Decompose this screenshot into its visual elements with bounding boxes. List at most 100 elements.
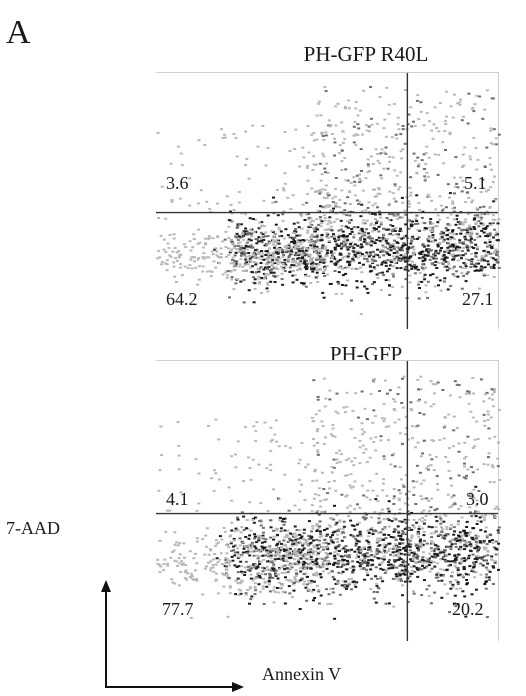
event-point [385, 228, 389, 231]
event-point [488, 232, 492, 235]
event-point [491, 181, 495, 184]
event-point [256, 250, 260, 253]
event-point [370, 261, 374, 263]
event-point [359, 568, 363, 571]
event-point [316, 428, 320, 431]
event-point [470, 252, 474, 255]
event-point [427, 525, 431, 528]
event-point [338, 593, 342, 596]
event-point [270, 568, 274, 571]
event-point [290, 264, 294, 267]
event-point [376, 549, 380, 552]
event-point [352, 259, 356, 262]
event-point [380, 249, 384, 251]
event-point [221, 137, 225, 140]
event-point [252, 517, 255, 520]
event-point [403, 268, 407, 271]
event-point [224, 271, 228, 274]
event-point [451, 258, 455, 261]
event-point [370, 230, 374, 233]
event-point [272, 567, 276, 570]
event-point [372, 409, 376, 412]
event-point [274, 553, 278, 556]
event-point [182, 542, 186, 545]
event-point [360, 253, 364, 256]
event-point [323, 538, 327, 541]
event-point [465, 582, 469, 585]
event-point [422, 509, 426, 512]
event-point [315, 430, 319, 433]
event-point [442, 568, 446, 571]
event-point [344, 225, 348, 228]
event-point [294, 538, 298, 541]
event-point [258, 590, 262, 593]
event-point [366, 171, 370, 174]
event-point [315, 511, 319, 514]
event-point [299, 537, 303, 540]
event-point [162, 563, 166, 566]
event-point [465, 541, 468, 544]
event-point [435, 507, 439, 510]
event-point [420, 520, 424, 523]
event-point [304, 586, 308, 589]
event-point [400, 402, 404, 404]
event-point [424, 515, 428, 517]
event-point [379, 250, 383, 253]
event-point [195, 562, 199, 565]
event-point [276, 256, 280, 259]
event-point [466, 249, 470, 252]
event-point [179, 263, 183, 266]
event-point [400, 246, 404, 249]
event-point [418, 559, 422, 562]
event-point [409, 191, 413, 194]
event-point [211, 237, 215, 240]
event-point [327, 593, 331, 596]
event-point [486, 550, 490, 552]
event-point [290, 251, 294, 254]
event-point [386, 507, 390, 510]
event-point [335, 260, 338, 263]
event-point [371, 421, 375, 424]
event-point [275, 573, 279, 576]
event-point [446, 183, 450, 186]
event-point [329, 602, 333, 605]
event-point [496, 222, 500, 225]
event-point [272, 601, 276, 604]
event-point [272, 559, 276, 562]
event-point [369, 392, 373, 395]
event-point [492, 128, 496, 131]
event-point [278, 235, 282, 238]
event-point [335, 392, 339, 395]
event-point [319, 191, 323, 194]
event-point [341, 531, 345, 534]
event-point [481, 187, 485, 190]
event-point [354, 107, 358, 110]
event-point [235, 248, 239, 251]
event-point [436, 534, 440, 537]
event-point [260, 549, 264, 552]
event-point [382, 555, 386, 558]
event-point [263, 272, 266, 275]
event-point [324, 255, 328, 258]
event-point [354, 585, 358, 588]
event-point [469, 158, 473, 161]
event-point [308, 562, 311, 565]
event-point [465, 531, 469, 534]
event-point [249, 598, 253, 601]
event-point [488, 206, 492, 208]
event-point [343, 583, 347, 586]
event-point [292, 552, 296, 555]
event-point [467, 239, 470, 242]
event-point [401, 148, 405, 151]
event-point [190, 267, 194, 270]
event-point [315, 562, 319, 565]
event-point [382, 254, 386, 257]
event-point [323, 205, 327, 208]
event-point [324, 541, 328, 544]
event-point [336, 529, 340, 532]
event-point [352, 141, 356, 144]
event-point [418, 412, 422, 414]
event-point [232, 265, 236, 268]
event-point [301, 249, 305, 252]
event-point [447, 413, 451, 416]
